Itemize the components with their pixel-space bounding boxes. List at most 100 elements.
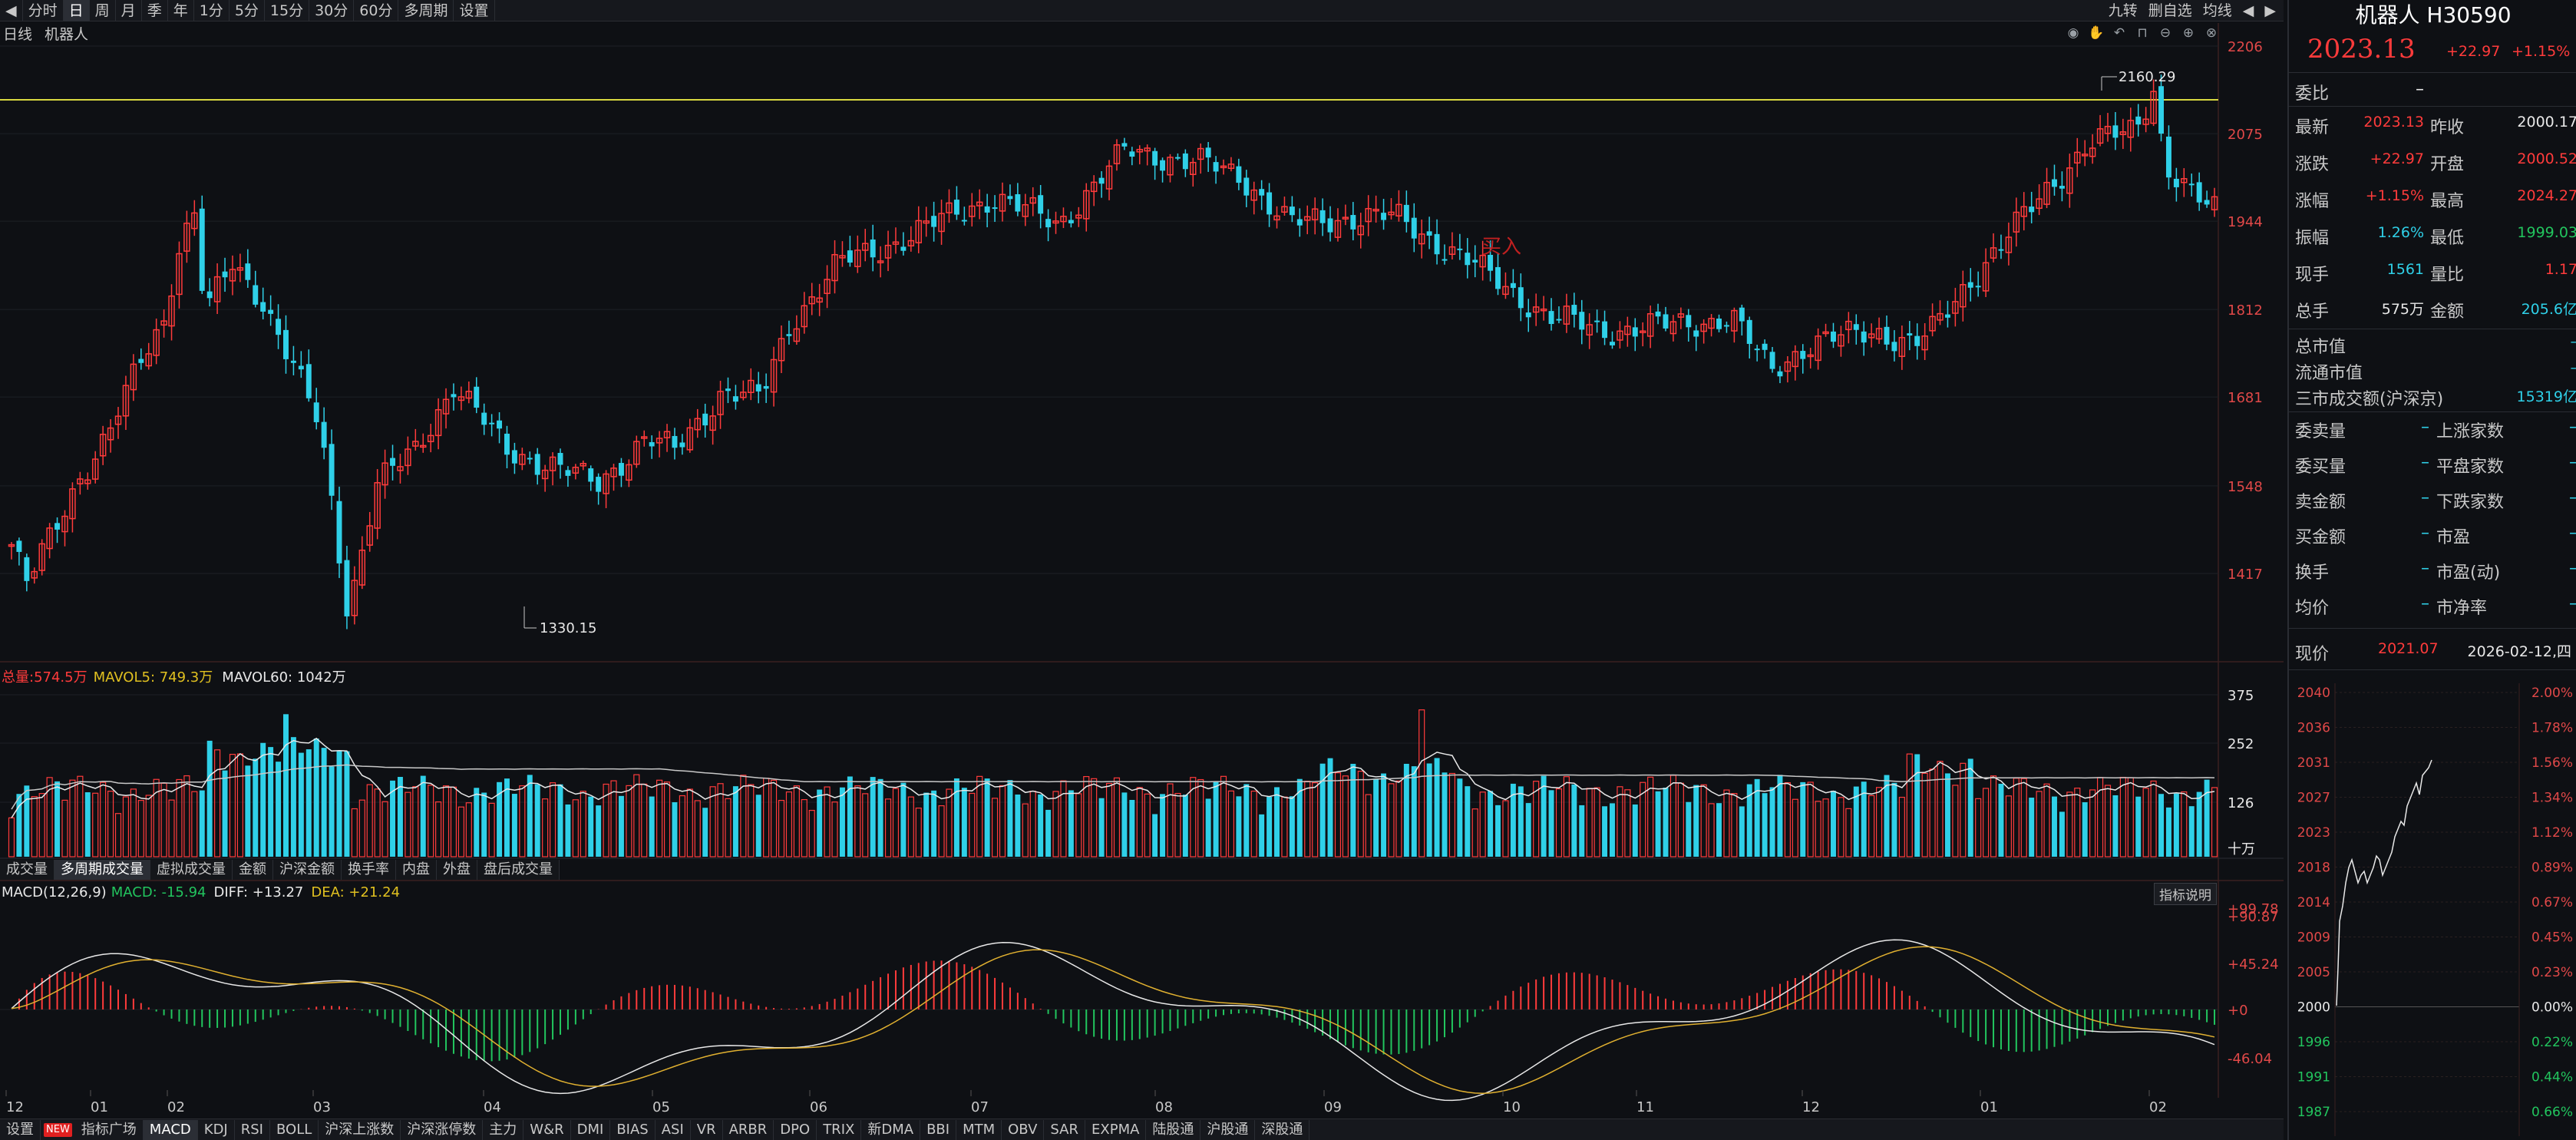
candle-body — [481, 412, 487, 425]
volume-bar — [1891, 782, 1897, 857]
candle-body — [938, 213, 945, 233]
volume-bar — [603, 783, 609, 857]
indicator-tab-26[interactable]: 深股通 — [1255, 1119, 1310, 1140]
prev-stock-icon[interactable]: ◀ — [2242, 2, 2254, 19]
vol-tab-afterhours[interactable]: 盘后成交量 — [477, 860, 560, 880]
period-tab-week[interactable]: 周 — [90, 0, 116, 21]
vol-tab-outer[interactable]: 外盘 — [437, 860, 477, 880]
vol-tab-hs-amount[interactable]: 沪深金额 — [273, 860, 342, 880]
next-stock-icon[interactable]: ▶ — [2264, 2, 2276, 19]
indicator-tab-7[interactable]: 沪深上涨数 — [319, 1119, 401, 1140]
kline-chart-area[interactable]: 2206 2075 1944 1812 1681 1548 1417 2160.29 1330.… — [0, 0, 2284, 1119]
indicator-tab-15[interactable]: ARBR — [723, 1119, 774, 1140]
candle-body — [1769, 352, 1775, 369]
vol-tab-inner[interactable]: 内盘 — [396, 860, 437, 880]
indicator-tab-25[interactable]: 沪股通 — [1200, 1119, 1256, 1140]
zoom-out-icon[interactable]: ⊖ — [2159, 25, 2171, 41]
vol-tab-amount[interactable]: 金额 — [233, 860, 273, 880]
candle-body — [672, 435, 678, 448]
indicator-tab-12[interactable]: BIAS — [610, 1119, 656, 1140]
zoom-in-icon[interactable]: ⊕ — [2182, 25, 2195, 41]
indicator-tab-3[interactable]: MACD — [143, 1119, 198, 1140]
vol-tab-volume[interactable]: 成交量 — [0, 860, 54, 880]
volume-bar — [428, 785, 434, 857]
macd-tick-label: +99.78 — [2228, 901, 2279, 917]
candle-body — [1236, 166, 1242, 183]
indicator-tab-10[interactable]: W&R — [523, 1119, 571, 1140]
candle-body — [1060, 216, 1067, 223]
indicator-tab-0[interactable]: 设置 — [0, 1119, 41, 1140]
volume-bar — [1624, 789, 1631, 857]
intraday-mini-chart[interactable]: 2040 2.00% 2036 1.78% 2031 1.56% 2027 1.34% 2023… — [2289, 676, 2576, 1140]
candle-body — [1434, 233, 1440, 255]
period-tab-month[interactable]: 月 — [116, 0, 142, 21]
candle-body — [1289, 207, 1295, 216]
indicator-tab-22[interactable]: SAR — [1044, 1119, 1086, 1140]
indicator-tab-2[interactable]: 指标广场 — [75, 1119, 144, 1140]
lock-icon[interactable]: ⊓ — [2137, 25, 2148, 41]
hand-icon[interactable]: ✋ — [2088, 25, 2105, 41]
indicator-tab-6[interactable]: BOLL — [270, 1119, 319, 1140]
back-arrow-icon[interactable]: ◀ — [0, 0, 23, 21]
volume-bar — [511, 794, 517, 857]
vol-tab-multi[interactable]: 多周期成交量 — [54, 860, 150, 880]
indicator-tab-20[interactable]: MTM — [956, 1119, 1002, 1140]
candle-body — [191, 212, 198, 230]
volume-bar — [1167, 783, 1174, 857]
indicator-tab-9[interactable]: 主力 — [483, 1119, 524, 1140]
indicator-tab-16[interactable]: DPO — [774, 1119, 817, 1140]
period-tab-15min[interactable]: 15分 — [265, 0, 310, 21]
period-tab-1min[interactable]: 1分 — [194, 0, 230, 21]
period-tab-30min[interactable]: 30分 — [309, 0, 355, 21]
close-icon[interactable]: ⊗ — [2205, 25, 2218, 41]
candle-body — [1227, 164, 1235, 170]
vol-tab-virtual[interactable]: 虚拟成交量 — [150, 860, 233, 880]
candle-body — [694, 418, 701, 431]
volume-bar — [862, 793, 869, 857]
eye-icon[interactable]: ◉ — [2067, 25, 2079, 41]
vol-tab-turnover[interactable]: 换手率 — [342, 860, 396, 880]
candle-body — [1098, 177, 1105, 184]
candle-body — [763, 385, 769, 389]
indicator-tab-5[interactable]: RSI — [235, 1119, 270, 1140]
volume-bar — [358, 799, 365, 857]
period-tab-year[interactable]: 年 — [168, 0, 194, 21]
period-tab-quarter[interactable]: 季 — [142, 0, 168, 21]
chart-tool-icons: ◉ ✋ ↶ ⊓ ⊖ ⊕ ⊗ — [2065, 23, 2220, 43]
indicator-tab-23[interactable]: EXPMA — [1085, 1119, 1147, 1140]
period-tab-multi[interactable]: 多周期 — [398, 0, 454, 21]
period-tab-day[interactable]: 日 — [63, 0, 90, 21]
candle-body — [206, 291, 213, 299]
quote-row: 总手 575万 金额 205.6亿 — [2289, 292, 2576, 325]
indicator-help-button[interactable]: 指标说明 — [2154, 883, 2217, 905]
indicator-tab-8[interactable]: 沪深涨停数 — [401, 1119, 484, 1140]
period-label: 日线 — [3, 25, 33, 43]
indicator-tab-14[interactable]: VR — [691, 1119, 723, 1140]
quote-row-label-2: 昨收 — [2430, 118, 2465, 137]
volume-bar — [817, 789, 823, 857]
period-tab-fenshi[interactable]: 分时 — [23, 0, 64, 21]
indicator-tab-24[interactable]: 陆股通 — [1146, 1119, 1201, 1140]
ma-line-button[interactable]: 均线 — [2202, 2, 2232, 19]
volume-bar — [1769, 787, 1775, 857]
price-tick-label: 1681 — [2228, 390, 2263, 406]
volume-bar — [656, 779, 663, 857]
indicator-tab-4[interactable]: KDJ — [198, 1119, 235, 1140]
indicator-tab-17[interactable]: TRIX — [817, 1119, 862, 1140]
remove-favorite-button[interactable]: 删自选 — [2148, 2, 2192, 19]
volume-bar — [1274, 787, 1280, 857]
x-axis-label: 12 — [6, 1099, 24, 1115]
jiuzhuan-button[interactable]: 九转 — [2108, 2, 2138, 19]
period-tab-settings[interactable]: 设置 — [454, 0, 495, 21]
period-tab-5min[interactable]: 5分 — [230, 0, 265, 21]
undo-icon[interactable]: ↶ — [2113, 25, 2125, 41]
volume-bar — [2013, 778, 2020, 857]
indicator-tab-13[interactable]: ASI — [656, 1119, 691, 1140]
indicator-tab-19[interactable]: BBI — [920, 1119, 957, 1140]
indicator-tab-21[interactable]: OBV — [1002, 1119, 1045, 1140]
indicator-tab-18[interactable]: 新DMA — [861, 1119, 921, 1140]
indicator-tab-11[interactable]: DMI — [571, 1119, 611, 1140]
volume-bar — [31, 796, 38, 857]
volume-bar — [618, 795, 624, 857]
period-tab-60min[interactable]: 60分 — [354, 0, 399, 21]
